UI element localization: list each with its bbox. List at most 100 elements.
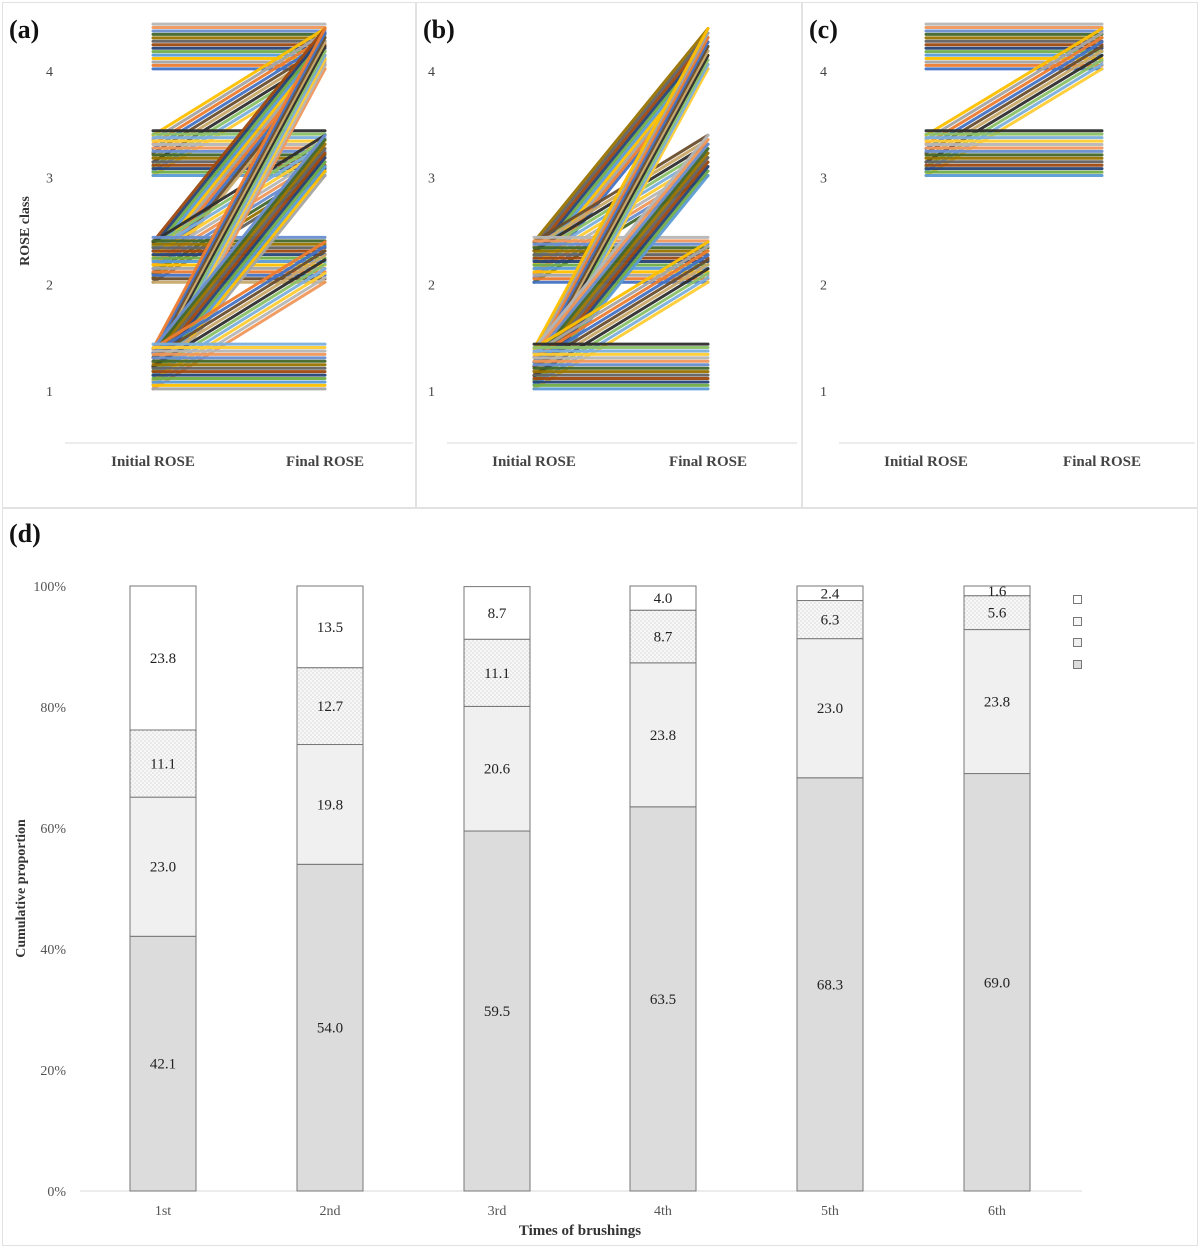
y-tick-label: 1: [428, 385, 435, 400]
x-axis-title: Times of brushings: [519, 1223, 641, 1239]
y-tick-label: 2: [46, 278, 53, 293]
x-category-label: Final ROSE: [1063, 454, 1141, 470]
y-tick-label: 0%: [47, 1185, 66, 1200]
transition-line: [151, 27, 327, 137]
legend-swatch: [1073, 616, 1082, 626]
data-label: 20.6: [484, 762, 511, 778]
x-category-label: 1st: [155, 1204, 171, 1219]
x-category-label: 3rd: [488, 1204, 507, 1219]
data-label: 23.0: [150, 860, 176, 876]
transition-line: [151, 27, 327, 244]
y-tick-label: 1: [820, 385, 827, 400]
data-label: 5.6: [988, 606, 1007, 622]
transition-line: [151, 40, 327, 257]
data-label: 1.6: [988, 584, 1007, 600]
bar-segment: [796, 638, 864, 779]
y-axis-title: ROSE class: [18, 196, 33, 266]
y-tick-label: 60%: [40, 822, 66, 837]
data-label: 11.1: [484, 666, 510, 682]
bar-segment: [463, 830, 531, 1192]
transition-line: [151, 276, 327, 386]
data-label: 8.7: [654, 630, 673, 646]
bar-segment: [463, 638, 531, 707]
legend-swatch: [1073, 638, 1082, 648]
panel-c-plot: 1 2 3 4 Initial ROSE Final ROSE: [820, 22, 1195, 470]
transition-line: [151, 36, 327, 146]
bar-segment: [296, 863, 364, 1192]
x-category-label: 4th: [654, 1204, 672, 1219]
x-category-label: 6th: [988, 1204, 1006, 1219]
panel-a-label: (a): [9, 15, 40, 44]
y-tick-label: 4: [428, 65, 435, 80]
transition-line: [532, 244, 710, 355]
transition-line: [151, 244, 327, 355]
y-axis-title: Cumulative proportion: [14, 819, 29, 958]
data-label: 23.8: [150, 651, 176, 667]
y-tick-label: 80%: [40, 701, 66, 716]
transition-line: [151, 27, 327, 351]
transition-line: [532, 40, 710, 257]
data-label: 69.0: [984, 975, 1010, 991]
bar-segment: [796, 585, 864, 602]
y-tick-label: 4: [820, 65, 827, 80]
transition-line: [151, 31, 327, 355]
panel-b-label: (b): [423, 15, 455, 44]
data-label: 8.7: [488, 606, 507, 622]
transition-line: [532, 27, 710, 351]
panel-b: (b) 1 2 3 4 Initial ROSE Final ROSE: [416, 2, 802, 508]
x-category-label: Initial ROSE: [492, 454, 576, 470]
panel-a-plot: 1 2 3 4 ROSE class Initial ROSE Final ROSE: [18, 22, 413, 470]
bar-segment: [963, 629, 1031, 775]
transition-line: [532, 240, 710, 351]
y-tick-label: 2: [428, 278, 435, 293]
transition-line: [151, 138, 327, 355]
x-category-label: 5th: [821, 1204, 839, 1219]
data-label: 4.0: [654, 591, 673, 607]
transition-line: [532, 276, 710, 386]
transition-line: [151, 36, 327, 360]
transition-line: [532, 36, 710, 360]
x-category-label: Final ROSE: [669, 454, 747, 470]
transition-line: [151, 133, 327, 351]
transition-line: [532, 147, 710, 364]
bar-segment: [129, 585, 197, 731]
bar-segment: [963, 773, 1031, 1192]
transition-line: [151, 147, 327, 364]
transition-line: [151, 249, 327, 360]
transition-line: [151, 240, 327, 351]
bar-segment: [963, 595, 1031, 631]
bar-segment: [129, 729, 197, 798]
y-tick-label: 40%: [40, 943, 66, 958]
x-category-label: 2nd: [320, 1204, 341, 1219]
data-label: 23.8: [650, 728, 676, 744]
transition-line: [532, 133, 710, 351]
data-label: 54.0: [317, 1021, 343, 1037]
legend-swatch: [1073, 595, 1082, 605]
x-category-label: Initial ROSE: [884, 454, 968, 470]
transition-line: [924, 31, 1104, 142]
data-label: 12.7: [317, 699, 344, 715]
data-label: 19.8: [317, 797, 343, 813]
bar-segment: [796, 777, 864, 1192]
legend-swatch: [1073, 659, 1082, 669]
transition-line: [532, 249, 710, 360]
data-label: 59.5: [484, 1004, 510, 1020]
bar-segment: [129, 935, 197, 1192]
x-category-label: Initial ROSE: [111, 454, 195, 470]
x-category-label: Final ROSE: [286, 454, 364, 470]
bar-segment: [296, 585, 364, 669]
bar-segment: [129, 796, 197, 937]
transition-line: [151, 31, 327, 142]
transition-line: [151, 36, 327, 253]
transition-line: [532, 31, 710, 248]
transition-line: [924, 36, 1104, 146]
transition-line: [532, 142, 710, 360]
panel-d-label: (d): [9, 519, 41, 548]
bar-segment: [296, 667, 364, 746]
bar-segment: [296, 744, 364, 865]
data-label: 68.3: [817, 977, 843, 993]
transition-line: [532, 138, 710, 355]
bar-segment: [629, 609, 697, 664]
data-label: 13.5: [317, 620, 343, 636]
